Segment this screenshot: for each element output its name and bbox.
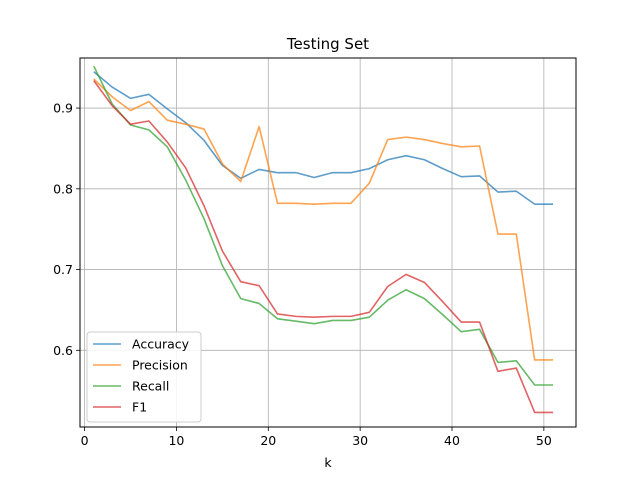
x-axis-label: k xyxy=(324,455,332,470)
y-tick-label: 0.8 xyxy=(53,181,73,196)
x-tick-label: 50 xyxy=(536,433,552,448)
series-lines xyxy=(93,65,554,414)
series-line-accuracy xyxy=(93,71,554,205)
legend-label-precision: Precision xyxy=(132,358,188,373)
y-tick-label: 0.7 xyxy=(53,262,73,277)
series-line-recall xyxy=(93,65,554,386)
legend: Accuracy Precision Recall F1 xyxy=(86,331,202,423)
x-tick-label: 0 xyxy=(81,433,89,448)
axis-ticks: 0 10 20 30 40 50 0.6 0.7 0.8 0.9 xyxy=(53,101,552,448)
grid-lines xyxy=(80,58,576,427)
plot-frame xyxy=(79,57,577,428)
series-line-precision xyxy=(93,78,554,361)
x-tick-label: 30 xyxy=(352,433,368,448)
series-line-f1 xyxy=(93,80,554,414)
x-tick-label: 40 xyxy=(444,433,460,448)
y-tick-label: 0.6 xyxy=(53,343,73,358)
chart-title: Testing Set xyxy=(286,35,369,53)
legend-label-recall: Recall xyxy=(132,379,169,394)
x-tick-label: 20 xyxy=(260,433,276,448)
legend-label-accuracy: Accuracy xyxy=(132,337,190,352)
legend-box xyxy=(86,331,202,423)
x-tick-label: 10 xyxy=(168,433,184,448)
y-tick-label: 0.9 xyxy=(53,101,73,116)
legend-label-f1: F1 xyxy=(132,400,147,415)
